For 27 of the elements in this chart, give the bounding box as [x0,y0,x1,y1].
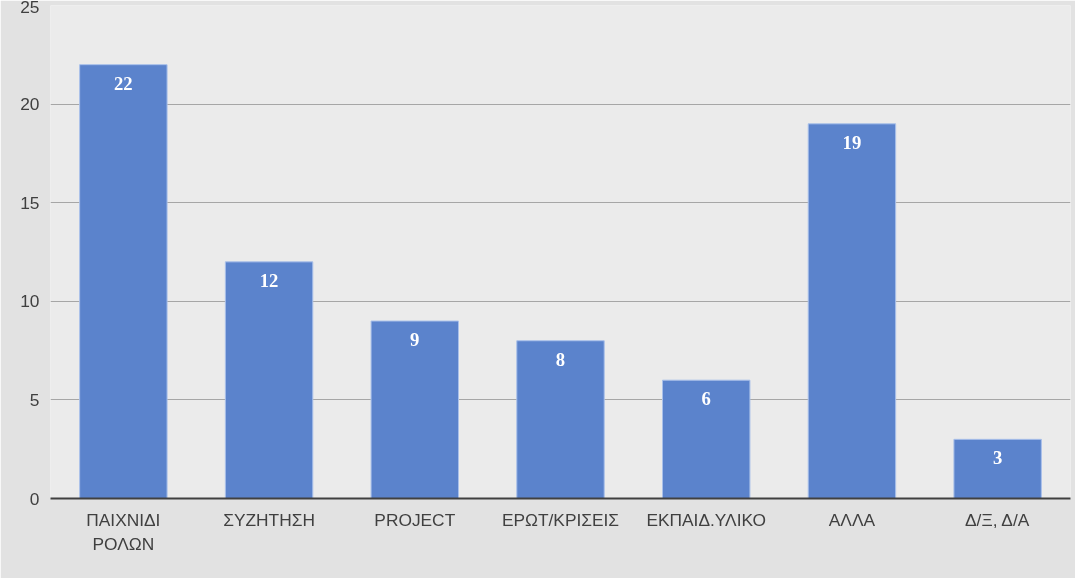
x-tick-label: ΕΚΠΑΙΔ.ΥΛΙΚΟ [646,509,766,530]
x-tick-label: Δ/Ξ, Δ/Α [965,509,1030,530]
bar [662,379,751,499]
bar [370,320,459,499]
y-tick-label: 20 [20,94,40,115]
bar [953,438,1042,499]
y-tick-label: 25 [20,0,40,17]
bar [224,261,314,499]
bar [516,340,605,499]
data-label: 9 [410,329,420,351]
y-tick-label: 0 [29,488,40,509]
x-tick-label: ΕΡΩΤ/ΚΡΙΣΕΙΣ [501,509,620,530]
data-label: 3 [992,447,1003,469]
data-label: 6 [701,388,711,410]
y-tick-label: 10 [20,291,40,312]
data-label: 22 [114,72,133,94]
data-label: 19 [842,131,862,153]
y-tick-label: 15 [20,192,40,213]
x-tick-label: ΣΥΖΗΤΗΣΗ [223,509,315,530]
x-tick-label: ΠΑΙΧΝΙΔΙ ΡΟΛΩΝ [86,509,161,554]
data-label: 8 [555,348,566,370]
y-tick-label: 5 [29,389,40,410]
data-label: 12 [259,269,279,291]
x-tick-label: ΑΛΛΑ [828,509,876,530]
bar [807,123,897,499]
bar [79,64,168,499]
x-tick-label: PROJECT [374,509,456,530]
